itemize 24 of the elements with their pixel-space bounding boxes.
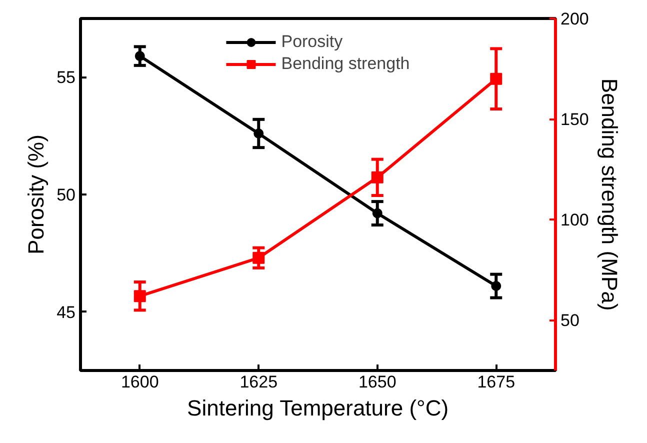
y-tick-label: 45: [56, 302, 76, 322]
x-tick-label: 1650: [358, 372, 396, 392]
point: [371, 171, 384, 184]
y2-tick-label: 100: [560, 210, 589, 230]
x-tick-label: 1625: [240, 372, 278, 392]
point: [134, 290, 146, 302]
y2-axis-title: Bending strength (MPa): [596, 78, 622, 311]
y-tick-label: 50: [56, 186, 76, 204]
point: [254, 128, 264, 138]
x-tick-label: 1675: [477, 372, 516, 392]
y-tick-label: 55: [56, 68, 76, 88]
point: [491, 281, 502, 292]
legend-label: Bending strength: [281, 54, 410, 74]
point: [372, 208, 382, 218]
x-tick-label: 1600: [120, 372, 159, 392]
point: [134, 51, 145, 62]
x-axis-title: Sintering Temperature (°C): [187, 396, 449, 420]
y2-tick-label: 50: [560, 311, 580, 330]
y-axis-title: Porosity (%): [24, 134, 49, 254]
legend-label: Porosity: [281, 32, 343, 52]
y2-tick-label: 200: [560, 10, 589, 28]
y2-tick-label: 150: [560, 110, 589, 130]
point: [252, 252, 265, 264]
point: [490, 72, 502, 85]
